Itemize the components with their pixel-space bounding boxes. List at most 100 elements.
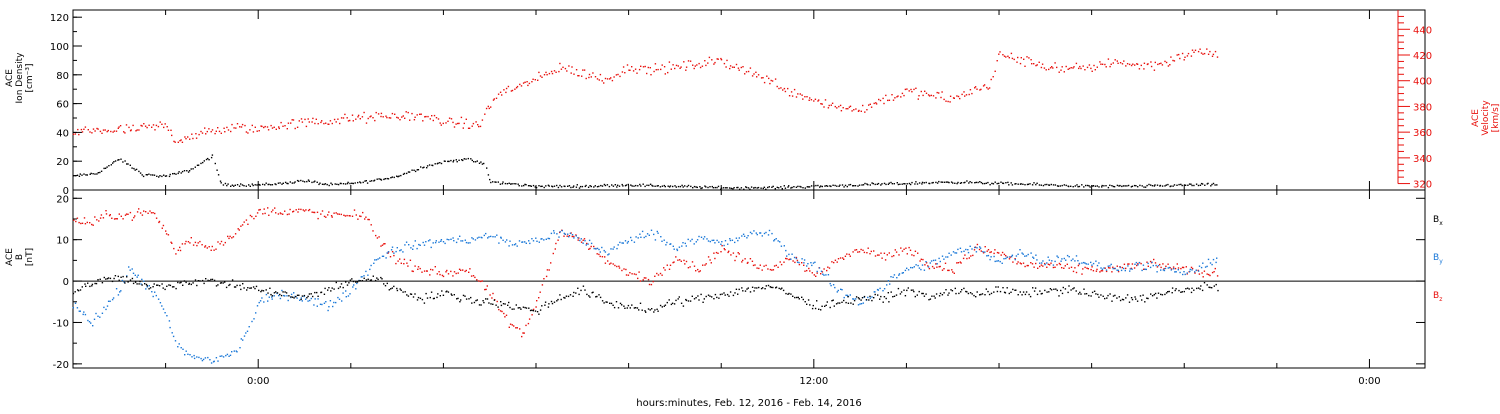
data-point bbox=[505, 91, 507, 94]
data-point bbox=[111, 280, 114, 283]
data-point bbox=[363, 111, 365, 114]
data-point bbox=[1048, 291, 1050, 293]
data-point bbox=[180, 139, 182, 141]
data-point bbox=[485, 232, 487, 235]
data-point bbox=[83, 311, 85, 313]
data-point bbox=[476, 299, 478, 301]
data-point bbox=[440, 239, 443, 241]
data-point bbox=[999, 51, 1001, 53]
data-point bbox=[106, 305, 109, 307]
data-point bbox=[182, 348, 184, 350]
data-point bbox=[296, 179, 299, 182]
data-point bbox=[675, 299, 677, 302]
data-point bbox=[524, 241, 526, 243]
data-point bbox=[516, 85, 519, 88]
data-point bbox=[256, 184, 258, 186]
data-point bbox=[383, 243, 385, 245]
data-point bbox=[175, 253, 177, 255]
data-point bbox=[914, 295, 916, 298]
data-point bbox=[236, 184, 239, 186]
data-point bbox=[154, 129, 156, 131]
data-point bbox=[622, 66, 625, 68]
data-point bbox=[726, 59, 728, 62]
data-point bbox=[1143, 68, 1145, 70]
data-point bbox=[528, 307, 530, 309]
data-point bbox=[804, 270, 806, 272]
data-point bbox=[769, 82, 771, 85]
data-point bbox=[387, 251, 390, 253]
data-point bbox=[991, 182, 993, 185]
data-point bbox=[231, 184, 234, 186]
data-point bbox=[615, 301, 618, 303]
data-point bbox=[588, 73, 591, 76]
data-point bbox=[814, 98, 817, 100]
data-point bbox=[467, 157, 469, 160]
data-point bbox=[519, 307, 521, 309]
data-point bbox=[1078, 262, 1081, 265]
data-point bbox=[1167, 65, 1170, 67]
data-point bbox=[1020, 183, 1022, 185]
data-point bbox=[1178, 53, 1180, 56]
data-point bbox=[310, 293, 312, 295]
data-point bbox=[177, 249, 179, 251]
data-point bbox=[1035, 183, 1037, 186]
data-point bbox=[1075, 62, 1078, 65]
data-point bbox=[626, 64, 629, 66]
data-point bbox=[194, 241, 197, 244]
data-point bbox=[1165, 292, 1168, 294]
data-point bbox=[1020, 263, 1022, 265]
data-point bbox=[265, 289, 267, 291]
data-point bbox=[1121, 63, 1124, 65]
data-point bbox=[143, 123, 145, 125]
data-point bbox=[390, 249, 393, 251]
data-point bbox=[969, 181, 971, 183]
data-point bbox=[211, 129, 214, 131]
data-point bbox=[698, 271, 700, 273]
data-point bbox=[458, 159, 460, 161]
data-point bbox=[1111, 185, 1113, 187]
data-point bbox=[525, 242, 527, 244]
data-point bbox=[949, 95, 952, 97]
data-point bbox=[534, 310, 537, 312]
data-point bbox=[377, 258, 379, 260]
data-point bbox=[895, 251, 898, 253]
data-point bbox=[563, 232, 565, 235]
data-point bbox=[801, 262, 803, 264]
data-point bbox=[553, 185, 556, 187]
data-point bbox=[194, 279, 197, 281]
data-point bbox=[380, 245, 382, 247]
data-point bbox=[984, 246, 986, 248]
data-point bbox=[164, 288, 166, 291]
data-point bbox=[1002, 182, 1004, 184]
data-point bbox=[262, 290, 265, 292]
data-point bbox=[445, 291, 447, 293]
data-point bbox=[1091, 264, 1093, 266]
data-point bbox=[857, 185, 859, 187]
data-point bbox=[208, 159, 210, 161]
data-point bbox=[787, 87, 789, 90]
data-point bbox=[900, 247, 902, 249]
data-point bbox=[1191, 287, 1193, 289]
data-point bbox=[489, 178, 491, 181]
data-point bbox=[169, 326, 171, 329]
data-point bbox=[673, 303, 676, 305]
data-point bbox=[481, 280, 483, 282]
data-point bbox=[994, 260, 996, 263]
data-point bbox=[210, 249, 212, 251]
left-y-tick-label: 20 bbox=[56, 194, 69, 205]
data-point bbox=[1134, 64, 1136, 66]
data-point bbox=[192, 168, 194, 170]
data-point bbox=[282, 291, 284, 293]
data-point bbox=[923, 269, 926, 271]
data-point bbox=[371, 180, 373, 182]
data-point bbox=[974, 87, 976, 89]
data-point bbox=[464, 295, 466, 297]
data-point bbox=[659, 304, 662, 307]
data-point bbox=[192, 244, 195, 246]
data-point bbox=[1200, 182, 1203, 185]
data-point bbox=[1169, 64, 1171, 66]
data-point bbox=[1017, 183, 1019, 185]
data-point bbox=[416, 299, 419, 301]
data-point bbox=[568, 185, 571, 187]
data-point bbox=[684, 242, 686, 245]
